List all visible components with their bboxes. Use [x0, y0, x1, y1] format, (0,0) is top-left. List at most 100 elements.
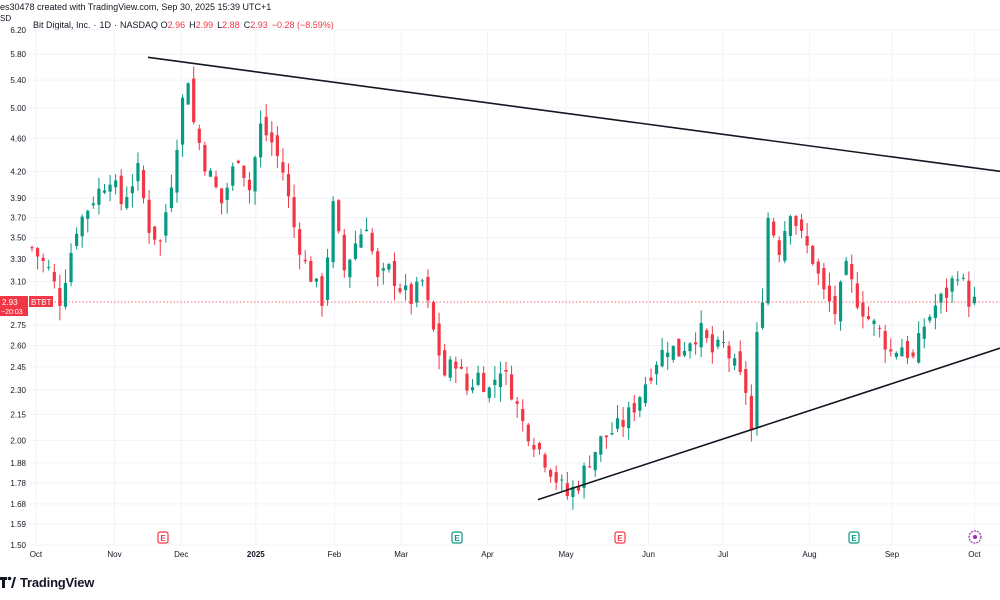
- candle-body: [259, 123, 263, 158]
- price-tick-label: 5.80: [10, 50, 26, 59]
- candle-body: [292, 197, 296, 228]
- candle-body: [208, 170, 213, 177]
- time-tick-label: Mar: [394, 550, 408, 559]
- candle-body: [967, 280, 971, 307]
- candle-body: [744, 369, 748, 393]
- candle-body: [705, 330, 709, 339]
- candle-body: [961, 277, 965, 279]
- candle-body: [972, 296, 977, 304]
- earnings-icon[interactable]: E: [451, 531, 463, 544]
- candle-body: [303, 259, 307, 262]
- candle-body: [415, 281, 419, 303]
- candle-body: [482, 372, 486, 393]
- price-tick-label: 2.45: [10, 363, 26, 372]
- candle-body: [682, 350, 687, 356]
- change-value: −0.28 (−8.59%): [271, 20, 334, 30]
- exchange-label: NASDAQ: [120, 20, 159, 30]
- candle-body: [236, 160, 240, 163]
- candle-body: [158, 240, 162, 242]
- candle-body: [220, 188, 224, 204]
- candle-body: [63, 282, 68, 307]
- candle-body: [721, 341, 726, 343]
- candle-body: [231, 166, 235, 186]
- earnings-icon[interactable]: E: [614, 531, 626, 544]
- candle-body: [309, 260, 313, 282]
- candle-body: [97, 188, 101, 205]
- candle-body: [883, 331, 887, 350]
- last-price-badge: [0, 296, 28, 308]
- candle-body: [532, 444, 536, 450]
- earnings-letter: E: [851, 534, 857, 543]
- earnings-letter: E: [617, 534, 623, 543]
- ticker-badge: [29, 296, 53, 308]
- candle-body: [838, 281, 843, 322]
- price-tick-label: 3.70: [10, 213, 26, 222]
- candle-body: [498, 373, 503, 388]
- chart-header-bar: es30478 created with TradingView.com, Se…: [0, 0, 1000, 14]
- candle-body: [426, 276, 430, 301]
- candle-body: [487, 387, 491, 398]
- upper-trendline: [147, 56, 1000, 173]
- candle-body: [270, 132, 274, 143]
- candle-body: [643, 384, 648, 404]
- candle-body: [119, 175, 123, 205]
- candle-body: [861, 302, 865, 317]
- candle-body: [805, 236, 809, 246]
- earnings-icon[interactable]: E: [157, 531, 169, 544]
- price-tick-label: 6.20: [10, 26, 26, 35]
- candle-body: [91, 203, 95, 206]
- candle-body: [114, 180, 118, 188]
- candle-body: [41, 257, 45, 261]
- candlestick-series: [30, 66, 977, 510]
- candle-body: [102, 190, 107, 193]
- price-tick-label: 3.50: [10, 234, 26, 243]
- dividend-icon[interactable]: [968, 530, 982, 544]
- high-key: H: [189, 20, 196, 30]
- candle-body: [164, 212, 168, 236]
- interval-label[interactable]: 1D: [99, 20, 112, 30]
- candle-body: [905, 340, 910, 358]
- time-tick-label: Oct: [968, 550, 981, 559]
- candle-body: [381, 268, 385, 271]
- candle-body: [454, 361, 458, 369]
- candle-body: [75, 233, 79, 246]
- candle-body: [933, 305, 937, 319]
- candle-body: [928, 316, 932, 321]
- low-value: 2.88: [222, 20, 240, 30]
- candle-body: [359, 234, 363, 248]
- earnings-icon[interactable]: E: [848, 531, 860, 544]
- candle-body: [136, 163, 140, 182]
- open-key: O: [160, 20, 168, 30]
- price-tick-label: 2.15: [10, 410, 26, 419]
- chart-grid: [30, 29, 1000, 546]
- candle-body: [944, 287, 949, 298]
- brand-name: TradingView: [20, 574, 95, 590]
- candle-body: [588, 466, 592, 468]
- candle-body: [526, 424, 530, 442]
- candle-body: [314, 278, 318, 282]
- candle-body: [911, 352, 915, 357]
- time-tick-label: 2025: [247, 550, 265, 559]
- candle-body: [788, 216, 792, 236]
- trendlines: [30, 56, 1000, 501]
- lower-trendline: [537, 347, 1000, 501]
- candle-body: [203, 145, 207, 172]
- candle-body: [733, 358, 737, 366]
- candle-body: [866, 316, 871, 320]
- time-tick-label: Sep: [885, 550, 900, 559]
- symbol-name[interactable]: Bit Digital, Inc.: [33, 20, 91, 30]
- candle-body: [950, 278, 954, 292]
- candle-body: [35, 248, 40, 257]
- close-value: 2.93: [250, 20, 268, 30]
- candle-body: [521, 409, 525, 422]
- tradingview-logo[interactable]: TradingView: [0, 572, 94, 592]
- candle-body: [80, 216, 84, 237]
- candle-body: [699, 322, 703, 348]
- candle-body: [392, 260, 397, 286]
- candle-body: [582, 465, 586, 488]
- price-tick-label: 3.30: [10, 255, 26, 264]
- candle-body: [766, 217, 770, 304]
- candle-body: [827, 285, 832, 302]
- earnings-letter: E: [160, 534, 166, 543]
